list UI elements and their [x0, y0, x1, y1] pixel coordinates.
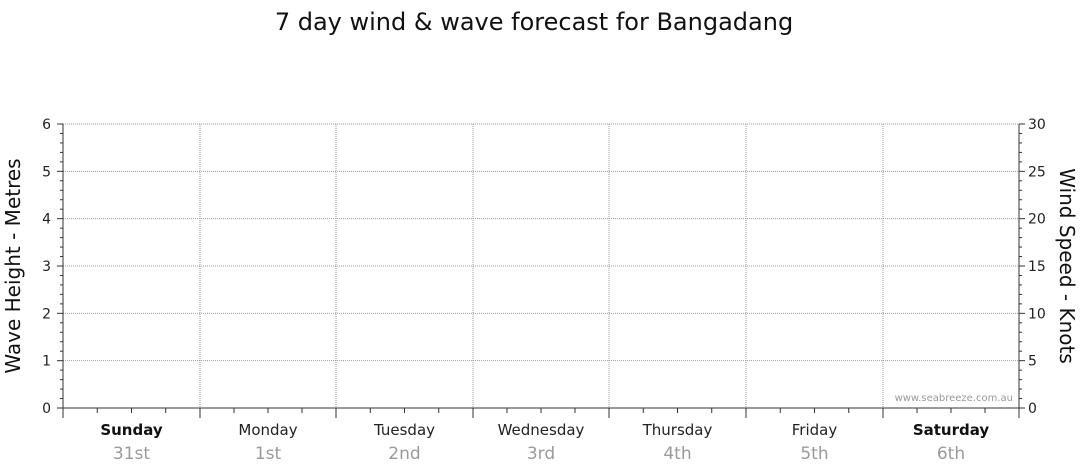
right-tick-label: 25 — [1028, 164, 1046, 180]
left-tick-label: 4 — [42, 212, 51, 228]
right-axis-title: Wind Speed - Knots — [1055, 168, 1079, 364]
right-tick-label: 5 — [1028, 354, 1037, 370]
left-axis-title: Wave Height - Metres — [1, 158, 25, 373]
left-tick-label: 1 — [42, 354, 51, 370]
day-date-label: 1st — [255, 444, 282, 464]
day-name-label: Wednesday — [498, 421, 585, 439]
day-name-label: Sunday — [100, 421, 163, 439]
right-tick-label: 20 — [1028, 212, 1046, 228]
right-tick-label: 30 — [1028, 117, 1046, 133]
day-date-label: 6th — [937, 444, 965, 464]
day-date-label: 4th — [663, 444, 691, 464]
day-name-label: Tuesday — [373, 421, 435, 439]
left-tick-label: 0 — [42, 401, 51, 417]
day-date-label: 31st — [113, 444, 150, 464]
right-tick-label: 10 — [1028, 306, 1046, 322]
chart-title: 7 day wind & wave forecast for Bangadang — [275, 8, 793, 36]
left-tick-label: 3 — [42, 259, 51, 275]
right-tick-label: 15 — [1028, 259, 1046, 275]
right-tick-label: 0 — [1028, 401, 1037, 417]
day-date-label: 2nd — [388, 444, 420, 464]
left-tick-label: 6 — [42, 117, 51, 133]
day-date-label: 5th — [800, 444, 828, 464]
day-name-label: Saturday — [913, 421, 990, 439]
left-tick-label: 5 — [42, 164, 51, 180]
day-date-label: 3rd — [527, 444, 555, 464]
day-name-label: Thursday — [642, 421, 713, 439]
watermark-text: www.seabreeze.com.au — [895, 393, 1013, 404]
plot-area: 0 1 2 3 4 5 6 0 5 10 15 20 25 30 Sunday 31st Monday 1st Tu… — [42, 117, 1046, 464]
day-name-label: Monday — [238, 421, 297, 439]
day-name-label: Friday — [792, 421, 838, 439]
left-tick-label: 2 — [42, 306, 51, 322]
